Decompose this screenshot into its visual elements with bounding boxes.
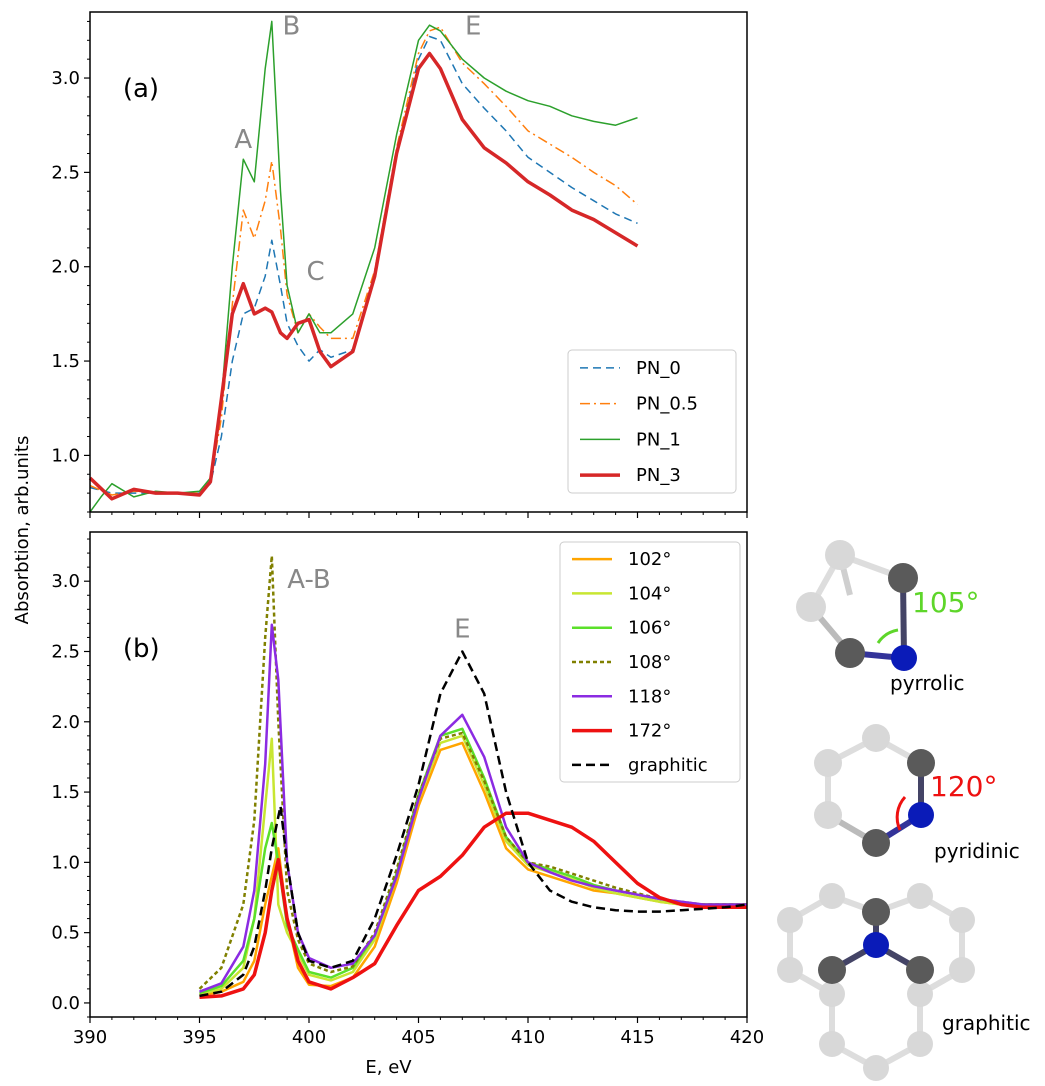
y-tick-label: 1.0: [51, 445, 80, 466]
pyridinic-label: pyridinic: [934, 839, 1020, 863]
x-tick-label: 395: [182, 1027, 216, 1048]
legend-box: [559, 541, 741, 783]
peak-annotation: E: [454, 614, 470, 644]
x-tick-label: 415: [620, 1027, 654, 1048]
peak-annotation: A-B: [287, 565, 331, 595]
panel-a-chart: 1.0 1.5 2.0 2.5 3.0 (a) A B C E PN_0 PN_0.5 PN_1 PN_3: [51, 11, 748, 518]
peak-annotation: E: [465, 12, 481, 42]
legend-label: 106°: [628, 618, 671, 639]
x-tick-label: 410: [511, 1027, 545, 1048]
peak-annotation: B: [283, 12, 301, 42]
legend-label: PN_1: [636, 429, 681, 450]
y-tick-label: 1.5: [51, 351, 80, 372]
y-axis-title: Absorbtion, arb.units: [12, 436, 33, 625]
peak-annotation: A: [234, 125, 252, 155]
x-tick-label: 420: [730, 1027, 764, 1048]
y-tick-label: 0.0: [51, 993, 80, 1014]
legend-label: 102°: [628, 549, 671, 570]
series-line-1-5: [199, 811, 747, 1000]
legend-box: [567, 349, 737, 494]
x-tick-label: 405: [401, 1027, 435, 1048]
x-tick-label: 390: [73, 1027, 107, 1048]
series-line-0-3: [88, 51, 639, 501]
panel-label: (a): [123, 74, 159, 104]
peak-annotation: C: [306, 257, 324, 287]
graphitic-structure: graphitic: [777, 883, 1031, 1081]
pyrrolic-label: pyrrolic: [890, 671, 965, 695]
series-line-1-4: [199, 623, 747, 993]
y-tick-label: 2.5: [51, 162, 80, 183]
y-tick-label: 3.0: [51, 68, 80, 89]
legend-label: PN_3: [636, 465, 681, 486]
legend-label: 104°: [628, 583, 671, 604]
y-tick-label: 3.0: [51, 571, 80, 592]
legend-label: 172°: [628, 721, 671, 742]
x-tick-label: 400: [292, 1027, 326, 1048]
series-line-1-6: [199, 650, 748, 998]
series-line-0-2: [89, 20, 638, 513]
legend-label: graphitic: [628, 755, 708, 776]
legend-label: PN_0: [636, 358, 681, 379]
panel-b-chart: 390 395 400 405 410 415 420 0.0 0.5 1.0 1.5 2.0 2.5 3…: [51, 531, 764, 1078]
y-tick-label: 1.5: [51, 782, 80, 803]
series-line-0-0: [89, 35, 638, 494]
series-line-0-1: [89, 26, 638, 496]
pyridinic-structure: 120° pyridinic: [814, 724, 1020, 863]
y-tick-label: 2.0: [51, 257, 80, 278]
pyrrolic-angle-label: 105°: [912, 586, 979, 619]
legend-label: PN_0.5: [636, 394, 698, 415]
legend-label: 118°: [628, 686, 671, 707]
pyrrolic-structure: 105° pyrrolic: [796, 540, 979, 695]
graphitic-label: graphitic: [942, 1011, 1031, 1035]
panel-label: (b): [123, 634, 160, 664]
x-axis-title: E, eV: [365, 1057, 412, 1078]
legend-label: 108°: [628, 652, 671, 673]
y-tick-label: 0.5: [51, 923, 80, 944]
pyridinic-angle-label: 120°: [930, 770, 997, 803]
y-tick-label: 2.5: [51, 641, 80, 662]
y-tick-label: 2.0: [51, 712, 80, 733]
y-tick-label: 1.0: [51, 852, 80, 873]
